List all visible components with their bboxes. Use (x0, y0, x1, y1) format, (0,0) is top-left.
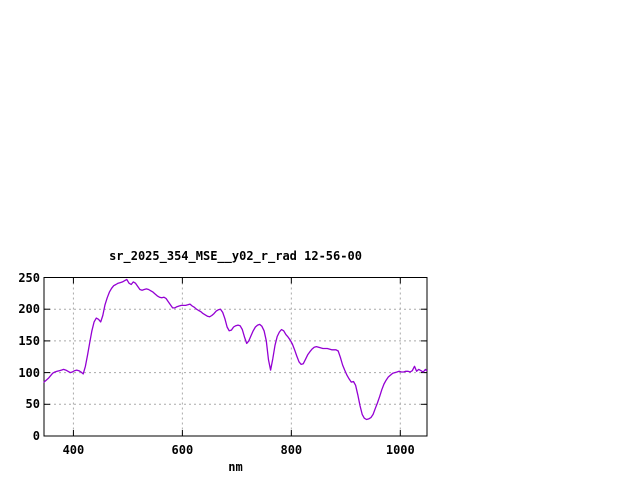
y-tick-label: 100 (18, 365, 40, 380)
x-tick-label: 800 (280, 443, 303, 457)
x-tick-label: 400 (62, 443, 85, 457)
plot-border (43, 277, 428, 437)
y-tick-label: 250 (18, 270, 40, 285)
x-axis-label: nm (228, 460, 243, 474)
data-line (43, 278, 428, 421)
y-tick-label: 200 (18, 302, 40, 317)
y-tick-label: 150 (18, 333, 40, 348)
chart-title: sr_2025_354_MSE__y02_r_rad 12-56-00 (109, 249, 362, 263)
x-tick-label: 600 (171, 443, 194, 457)
y-tick-label: 0 (32, 429, 40, 443)
x-tick-label: 1000 (385, 443, 415, 457)
y-tick-label: 50 (25, 397, 40, 412)
